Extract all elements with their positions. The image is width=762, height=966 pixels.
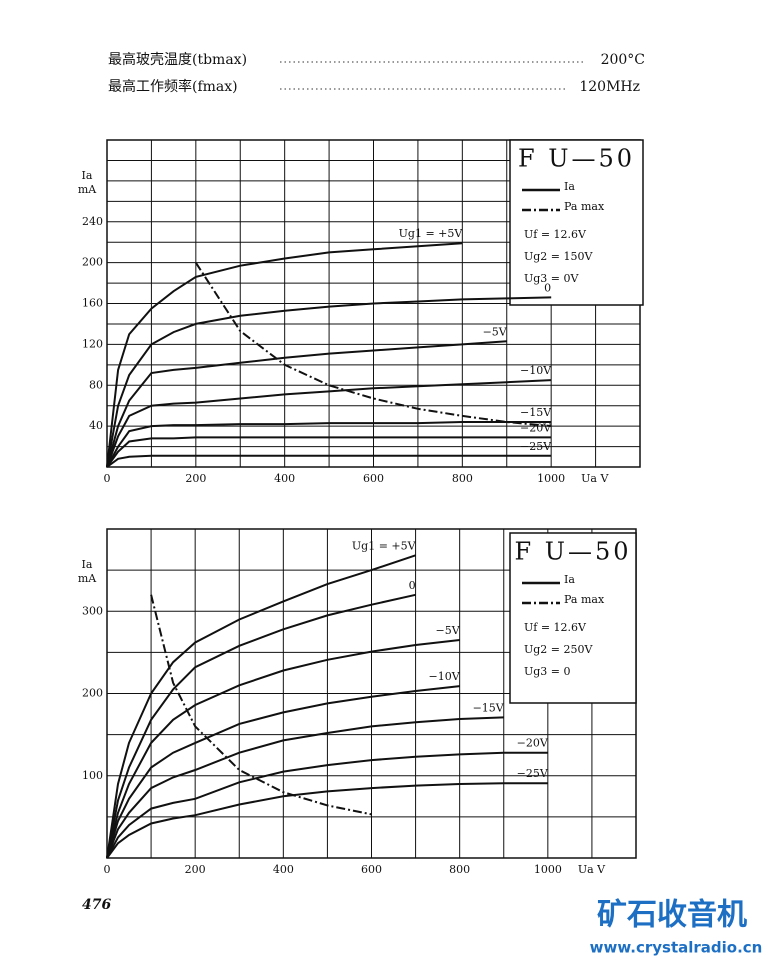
x-tick-label: 400 <box>273 863 294 876</box>
spec-value: 120MHz <box>579 79 640 95</box>
condition: Uf = 12.6V <box>524 621 587 634</box>
inset-box <box>509 139 644 306</box>
y-tick-label: 80 <box>89 378 103 391</box>
spec-label: 最高工作频率(fmax) <box>108 78 238 95</box>
curve-label: −20V <box>520 421 552 434</box>
spec-value: 200°C <box>601 52 645 68</box>
y-axis-label: mA <box>78 572 97 585</box>
curve-label: 0 <box>544 281 551 294</box>
inset-box <box>509 532 637 704</box>
curve-label: −10V <box>428 670 460 683</box>
series-line <box>106 340 507 468</box>
page-number: 476 <box>82 897 111 913</box>
y-tick-label: 40 <box>89 419 103 432</box>
y-tick-label: 100 <box>82 769 103 782</box>
legend-label: Pa max <box>564 593 605 606</box>
condition: Ug2 = 250V <box>524 643 594 656</box>
series-line <box>106 454 552 468</box>
y-axis-label: Ia <box>82 558 93 571</box>
legend-label: Ia <box>564 573 575 586</box>
series-line <box>106 639 460 859</box>
y-tick-label: 200 <box>82 256 103 269</box>
series-line <box>106 593 416 859</box>
watermark-url: www.crystalradio.cn <box>590 939 762 957</box>
x-axis-label: Ua V <box>581 472 609 485</box>
series-line <box>150 594 372 816</box>
series-line <box>106 554 416 859</box>
x-tick-label: 0 <box>104 863 111 876</box>
curve-label: −25V <box>520 440 552 453</box>
x-axis-label: Ua V <box>578 863 606 876</box>
x-tick-label: 0 <box>104 472 111 485</box>
x-tick-label: 400 <box>274 472 295 485</box>
chart-title: F U—50 <box>514 538 631 566</box>
series-line <box>194 262 552 428</box>
series-line <box>106 379 552 468</box>
curve-label: 0 <box>409 579 416 592</box>
y-tick-label: 300 <box>82 604 103 617</box>
series-line <box>106 436 552 468</box>
curve-label: −15V <box>520 406 552 419</box>
x-tick-label: 800 <box>449 863 470 876</box>
condition: Uf = 12.6V <box>524 228 587 241</box>
x-tick-label: 1000 <box>534 863 562 876</box>
condition: Ug2 = 150V <box>524 250 594 263</box>
series-line <box>106 685 460 859</box>
series-line <box>106 296 552 468</box>
curve-label: −15V <box>473 701 505 714</box>
y-tick-label: 240 <box>82 215 103 228</box>
curve-label: −20V <box>517 737 549 750</box>
legend-label: Ia <box>564 180 575 193</box>
x-tick-label: 800 <box>452 472 473 485</box>
x-tick-label: 200 <box>185 863 206 876</box>
x-tick-label: 600 <box>361 863 382 876</box>
curve-label: −5V <box>483 325 508 338</box>
curve-label: −25V <box>517 767 549 780</box>
condition: Ug3 = 0V <box>524 272 580 285</box>
y-tick-label: 160 <box>82 297 103 310</box>
y-tick-label: 120 <box>82 337 103 350</box>
legend-label: Pa max <box>564 200 605 213</box>
curve-label: −5V <box>435 624 460 637</box>
curve-label: −10V <box>520 364 552 377</box>
y-axis-label: Ia <box>82 169 93 182</box>
x-tick-label: 600 <box>363 472 384 485</box>
series-line <box>106 242 463 468</box>
x-tick-label: 200 <box>185 472 206 485</box>
spec-label: 最高玻壳温度(tbmax) <box>108 51 247 68</box>
chart-title: F U—50 <box>518 145 635 173</box>
condition: Ug3 = 0 <box>524 665 571 678</box>
series-line <box>106 751 548 859</box>
y-tick-label: 200 <box>82 687 103 700</box>
watermark-title: 矿石收音机 <box>597 898 747 933</box>
series-line <box>106 782 548 859</box>
curve-label: Ug1 = +5V <box>352 539 417 552</box>
x-tick-label: 1000 <box>537 472 565 485</box>
curve-label: Ug1 = +5V <box>399 227 464 240</box>
series-line <box>106 716 504 859</box>
y-axis-label: mA <box>78 183 97 196</box>
series-line <box>106 421 552 468</box>
